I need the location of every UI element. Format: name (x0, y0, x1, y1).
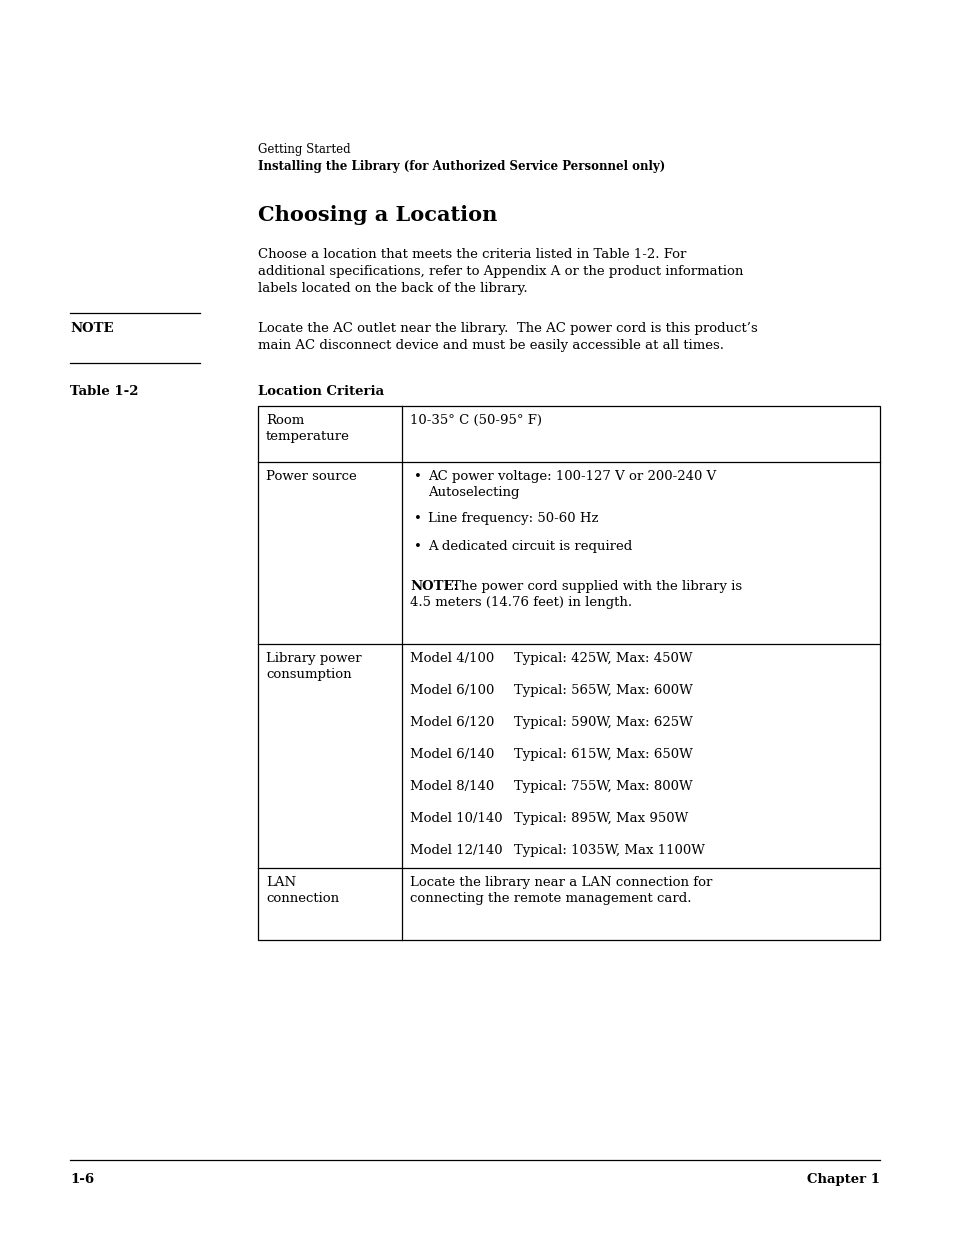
Text: •: • (414, 513, 421, 525)
Text: Power source: Power source (266, 471, 356, 483)
Text: Locate the library near a LAN connection for: Locate the library near a LAN connection… (410, 876, 712, 889)
Text: Chapter 1: Chapter 1 (806, 1173, 879, 1186)
Bar (257, 406, 879, 940)
Text: Model 8/140: Model 8/140 (410, 781, 494, 793)
Text: connecting the remote management card.: connecting the remote management card. (410, 892, 691, 905)
Text: Typical: 615W, Max: 650W: Typical: 615W, Max: 650W (514, 748, 692, 761)
Text: Model 12/140: Model 12/140 (410, 844, 502, 857)
Text: Locate the AC outlet near the library.  The AC power cord is this product’s: Locate the AC outlet near the library. T… (257, 322, 757, 335)
Text: Installing the Library (for Authorized Service Personnel only): Installing the Library (for Authorized S… (257, 161, 664, 173)
Text: Choosing a Location: Choosing a Location (257, 205, 497, 225)
Text: consumption: consumption (266, 668, 352, 680)
Text: A dedicated circuit is required: A dedicated circuit is required (428, 540, 632, 553)
Text: Line frequency: 50-60 Hz: Line frequency: 50-60 Hz (428, 513, 598, 525)
Text: The power cord supplied with the library is: The power cord supplied with the library… (448, 580, 741, 593)
Text: Typical: 565W, Max: 600W: Typical: 565W, Max: 600W (514, 684, 692, 697)
Text: 4.5 meters (14.76 feet) in length.: 4.5 meters (14.76 feet) in length. (410, 597, 632, 609)
Text: 10-35° C (50-95° F): 10-35° C (50-95° F) (410, 414, 541, 427)
Text: 1-6: 1-6 (70, 1173, 94, 1186)
Text: connection: connection (266, 892, 338, 905)
Text: Model 6/140: Model 6/140 (410, 748, 494, 761)
Text: •: • (414, 471, 421, 483)
Text: Model 6/120: Model 6/120 (410, 716, 494, 729)
Text: •: • (414, 540, 421, 553)
Text: Room: Room (266, 414, 304, 427)
Text: main AC disconnect device and must be easily accessible at all times.: main AC disconnect device and must be ea… (257, 338, 723, 352)
Text: Choose a location that meets the criteria listed in Table 1-2. For: Choose a location that meets the criteri… (257, 248, 685, 261)
Text: LAN: LAN (266, 876, 295, 889)
Text: Library power: Library power (266, 652, 361, 664)
Text: Location Criteria: Location Criteria (257, 385, 384, 398)
Text: AC power voltage: 100-127 V or 200-240 V: AC power voltage: 100-127 V or 200-240 V (428, 471, 716, 483)
Text: Table 1-2: Table 1-2 (70, 385, 138, 398)
Text: Model 4/100: Model 4/100 (410, 652, 494, 664)
Text: labels located on the back of the library.: labels located on the back of the librar… (257, 282, 527, 295)
Text: Typical: 425W, Max: 450W: Typical: 425W, Max: 450W (514, 652, 692, 664)
Text: temperature: temperature (266, 430, 350, 443)
Text: Model 10/140: Model 10/140 (410, 811, 502, 825)
Text: additional specifications, refer to Appendix A or the product information: additional specifications, refer to Appe… (257, 266, 742, 278)
Text: Model 6/100: Model 6/100 (410, 684, 494, 697)
Text: Getting Started: Getting Started (257, 143, 351, 156)
Text: NOTE: NOTE (70, 322, 113, 335)
Text: Typical: 590W, Max: 625W: Typical: 590W, Max: 625W (514, 716, 692, 729)
Text: Autoselecting: Autoselecting (428, 487, 519, 499)
Text: Typical: 895W, Max 950W: Typical: 895W, Max 950W (514, 811, 687, 825)
Text: Typical: 755W, Max: 800W: Typical: 755W, Max: 800W (514, 781, 692, 793)
Text: NOTE:: NOTE: (410, 580, 458, 593)
Text: Typical: 1035W, Max 1100W: Typical: 1035W, Max 1100W (514, 844, 704, 857)
